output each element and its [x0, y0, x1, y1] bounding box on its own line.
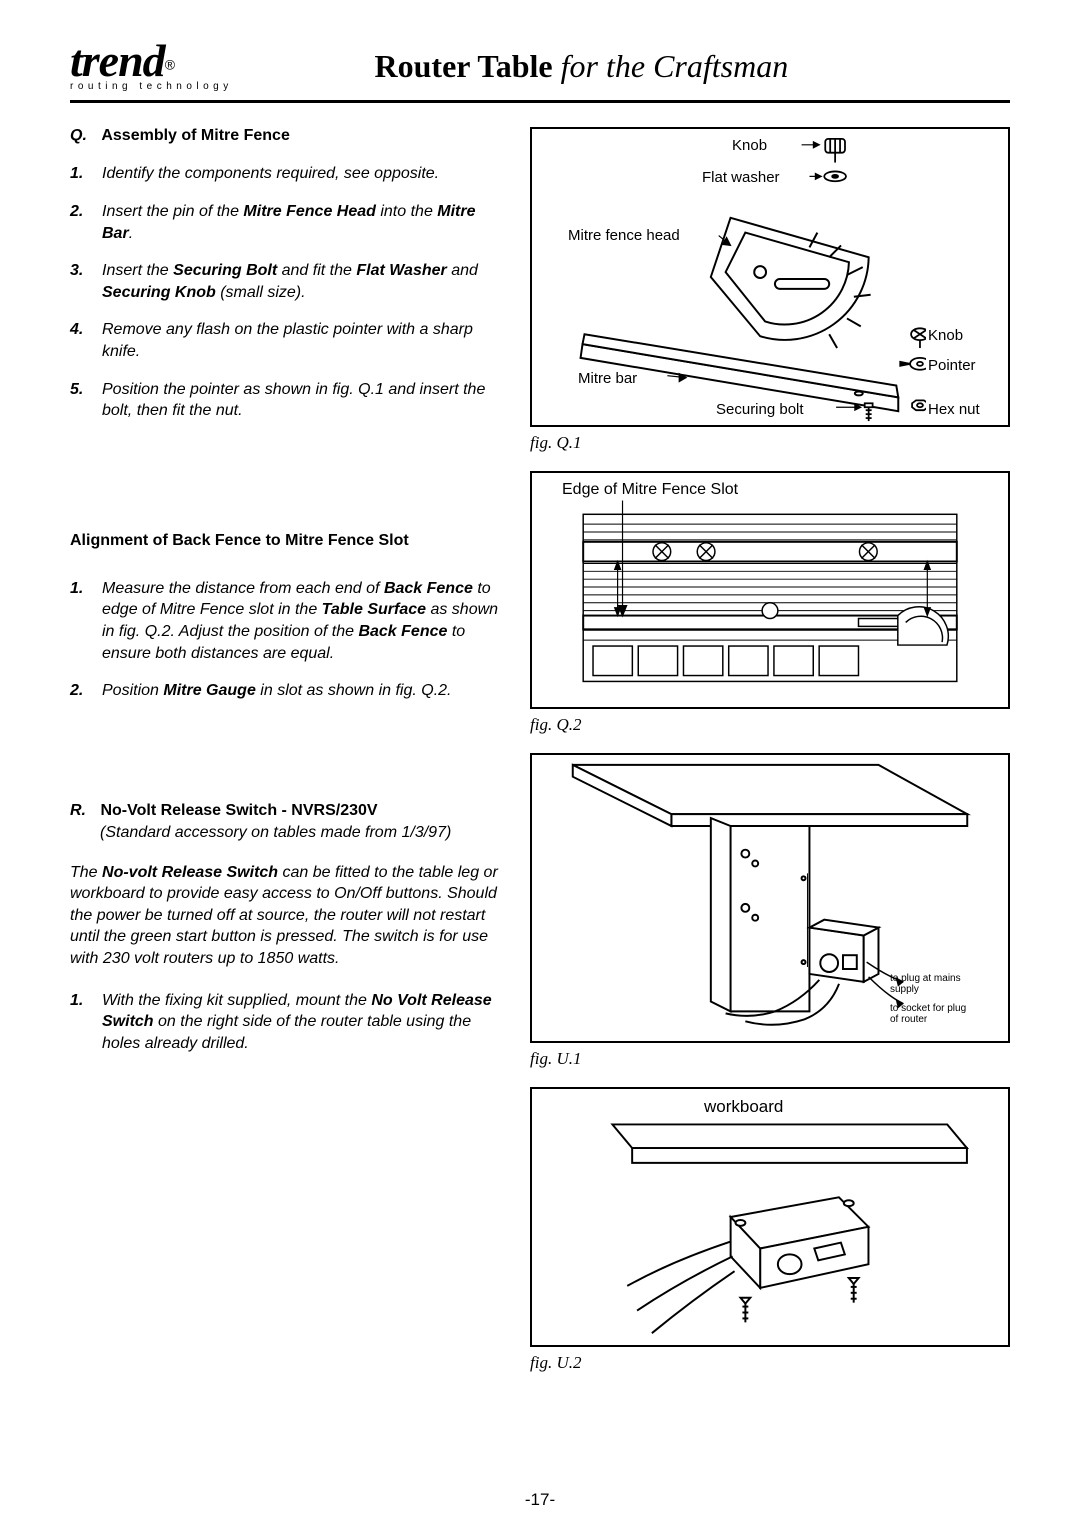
figure-u1: to plug at mains supply to socket for pl…	[530, 753, 1010, 1043]
step-item: 1.With the fixing kit supplied, mount th…	[70, 990, 500, 1055]
figure-u2-caption: fig. U.2	[530, 1353, 1010, 1373]
section-r-steps: 1.With the fixing kit supplied, mount th…	[70, 990, 500, 1055]
left-column: Q. Assembly of Mitre Fence 1.Identify th…	[70, 127, 500, 1373]
step-item: 2.Insert the pin of the Mitre Fence Head…	[70, 201, 500, 244]
step-item: 3.Insert the Securing Bolt and fit the F…	[70, 260, 500, 303]
figure-u2: workboard	[530, 1087, 1010, 1347]
label-knob-top: Knob	[730, 137, 769, 154]
document-title: Router Table for the Craftsman	[233, 48, 1010, 85]
page-number: -17-	[0, 1490, 1080, 1510]
title-italic: for the Craftsman	[553, 48, 789, 84]
right-column: Knob Flat washer Mitre fence head Knob P…	[530, 127, 1010, 1373]
page-header: trend® routing technology Router Table f…	[70, 40, 1010, 103]
step-item: 1.Identify the components required, see …	[70, 163, 500, 185]
section-r-label: R.	[70, 802, 86, 819]
section-q-label: Q.	[70, 127, 87, 144]
step-number: 2.	[70, 680, 102, 702]
title-bold: Router Table	[375, 48, 553, 84]
step-number: 5.	[70, 379, 102, 422]
step-number: 1.	[70, 163, 102, 185]
figure-q1: Knob Flat washer Mitre fence head Knob P…	[530, 127, 1010, 427]
section-r-heading: R. No-Volt Release Switch - NVRS/230V	[70, 802, 500, 820]
step-text: Insert the Securing Bolt and fit the Fla…	[102, 260, 500, 303]
step-item: 1.Measure the distance from each end of …	[70, 578, 500, 664]
step-number: 1.	[70, 578, 102, 664]
section-r-paragraph: The No-volt Release Switch can be fitted…	[70, 862, 500, 970]
section-q-heading: Q. Assembly of Mitre Fence	[70, 127, 500, 145]
logo-registered: ®	[165, 57, 175, 73]
alignment-steps: 1.Measure the distance from each end of …	[70, 578, 500, 702]
step-text: Remove any flash on the plastic pointer …	[102, 319, 500, 362]
brand-logo: trend® routing technology	[70, 40, 233, 92]
section-r-subtitle: (Standard accessory on tables made from …	[100, 824, 500, 842]
step-text: With the fixing kit supplied, mount the …	[102, 990, 500, 1055]
logo-tagline: routing technology	[70, 81, 233, 92]
step-number: 2.	[70, 201, 102, 244]
figure-q1-caption: fig. Q.1	[530, 433, 1010, 453]
figure-q2: Edge of Mitre Fence Slot	[530, 471, 1010, 709]
step-item: 2.Position Mitre Gauge in slot as shown …	[70, 680, 500, 702]
figure-u1-caption: fig. U.1	[530, 1049, 1010, 1069]
alignment-heading: Alignment of Back Fence to Mitre Fence S…	[70, 532, 500, 550]
step-number: 3.	[70, 260, 102, 303]
section-q-title-text: Assembly of Mitre Fence	[101, 127, 290, 144]
label-edge-slot: Edge of Mitre Fence Slot	[560, 481, 740, 499]
figure-q2-svg	[532, 473, 1008, 707]
section-r: R. No-Volt Release Switch - NVRS/230V (S…	[70, 802, 500, 1055]
logo-text: trend	[70, 35, 165, 86]
label-to-socket: to socket for plug of router	[890, 1003, 968, 1025]
step-text: Position Mitre Gauge in slot as shown in…	[102, 680, 500, 702]
figure-u1-svg	[532, 755, 1008, 1041]
label-hex-nut: Hex nut	[926, 401, 982, 418]
step-text: Measure the distance from each end of Ba…	[102, 578, 500, 664]
label-mitre-fence-head: Mitre fence head	[566, 227, 682, 244]
label-to-plug: to plug at mains supply	[890, 973, 968, 995]
step-item: 5.Position the pointer as shown in fig. …	[70, 379, 500, 422]
step-text: Insert the pin of the Mitre Fence Head i…	[102, 201, 500, 244]
figure-q2-caption: fig. Q.2	[530, 715, 1010, 735]
step-item: 4.Remove any flash on the plastic pointe…	[70, 319, 500, 362]
label-securing-bolt: Securing bolt	[714, 401, 806, 418]
content-columns: Q. Assembly of Mitre Fence 1.Identify th…	[70, 127, 1010, 1373]
section-q-steps: 1.Identify the components required, see …	[70, 163, 500, 421]
label-mitre-bar: Mitre bar	[576, 370, 639, 387]
step-number: 4.	[70, 319, 102, 362]
step-text: Identify the components required, see op…	[102, 163, 500, 185]
step-text: Position the pointer as shown in fig. Q.…	[102, 379, 500, 422]
section-r-title-text: No-Volt Release Switch - NVRS/230V	[100, 802, 377, 819]
label-flat-washer: Flat washer	[700, 169, 782, 186]
label-workboard: workboard	[702, 1097, 785, 1117]
step-number: 1.	[70, 990, 102, 1055]
figure-u2-svg	[532, 1089, 1008, 1345]
label-knob-right: Knob	[926, 327, 965, 344]
label-pointer: Pointer	[926, 357, 978, 374]
